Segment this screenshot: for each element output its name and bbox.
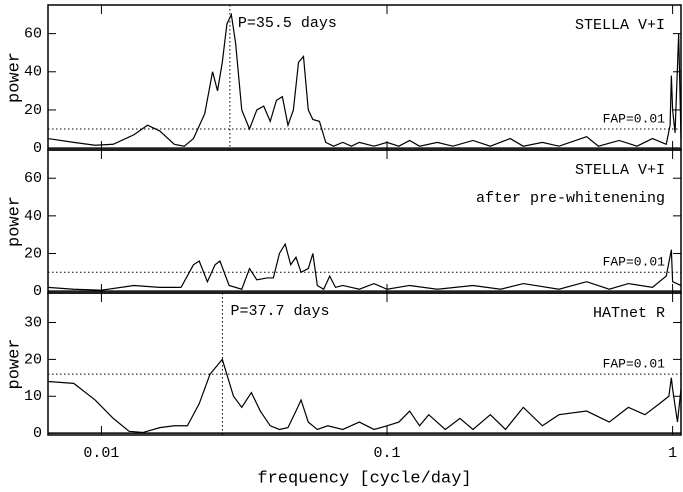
plot-frame bbox=[47, 292, 682, 436]
panel-title: STELLA V+I bbox=[575, 162, 665, 179]
panel-title: HATnet R bbox=[593, 305, 665, 322]
power-spectrum bbox=[47, 358, 682, 434]
fap-label: FAP=0.01 bbox=[603, 111, 666, 126]
x-tick-label: 0.1 bbox=[374, 445, 401, 462]
y-tick-label: 20 bbox=[24, 351, 42, 368]
y-tick-label: 0 bbox=[33, 140, 42, 157]
fap-label: FAP=0.01 bbox=[603, 357, 666, 372]
y-tick-label: 20 bbox=[24, 245, 42, 262]
y-tick-label: 0 bbox=[33, 425, 42, 442]
power-spectrum bbox=[47, 12, 682, 147]
x-tick-label: 0.01 bbox=[83, 445, 119, 462]
y-tick-label: 60 bbox=[24, 170, 42, 187]
y-tick-label: 60 bbox=[24, 26, 42, 43]
fap-label: FAP=0.01 bbox=[603, 255, 666, 270]
y-axis-label: power bbox=[5, 52, 24, 103]
period-label: P=37.7 days bbox=[230, 303, 329, 320]
x-tick-label: 1 bbox=[668, 445, 677, 462]
panel-title: STELLA V+I bbox=[575, 17, 665, 34]
y-axis-label: power bbox=[5, 338, 24, 389]
power-spectrum bbox=[47, 242, 682, 291]
period-label: P=35.5 days bbox=[238, 15, 337, 32]
y-tick-label: 30 bbox=[24, 314, 42, 331]
x-axis-label: frequency [cycle/day] bbox=[257, 469, 471, 488]
y-tick-label: 20 bbox=[24, 102, 42, 119]
y-tick-label: 40 bbox=[24, 208, 42, 225]
y-tick-label: 10 bbox=[24, 388, 42, 405]
y-tick-label: 0 bbox=[33, 283, 42, 300]
y-axis-label: power bbox=[5, 196, 24, 247]
panel-title: after pre-whitenening bbox=[476, 190, 665, 207]
y-tick-label: 40 bbox=[24, 64, 42, 81]
